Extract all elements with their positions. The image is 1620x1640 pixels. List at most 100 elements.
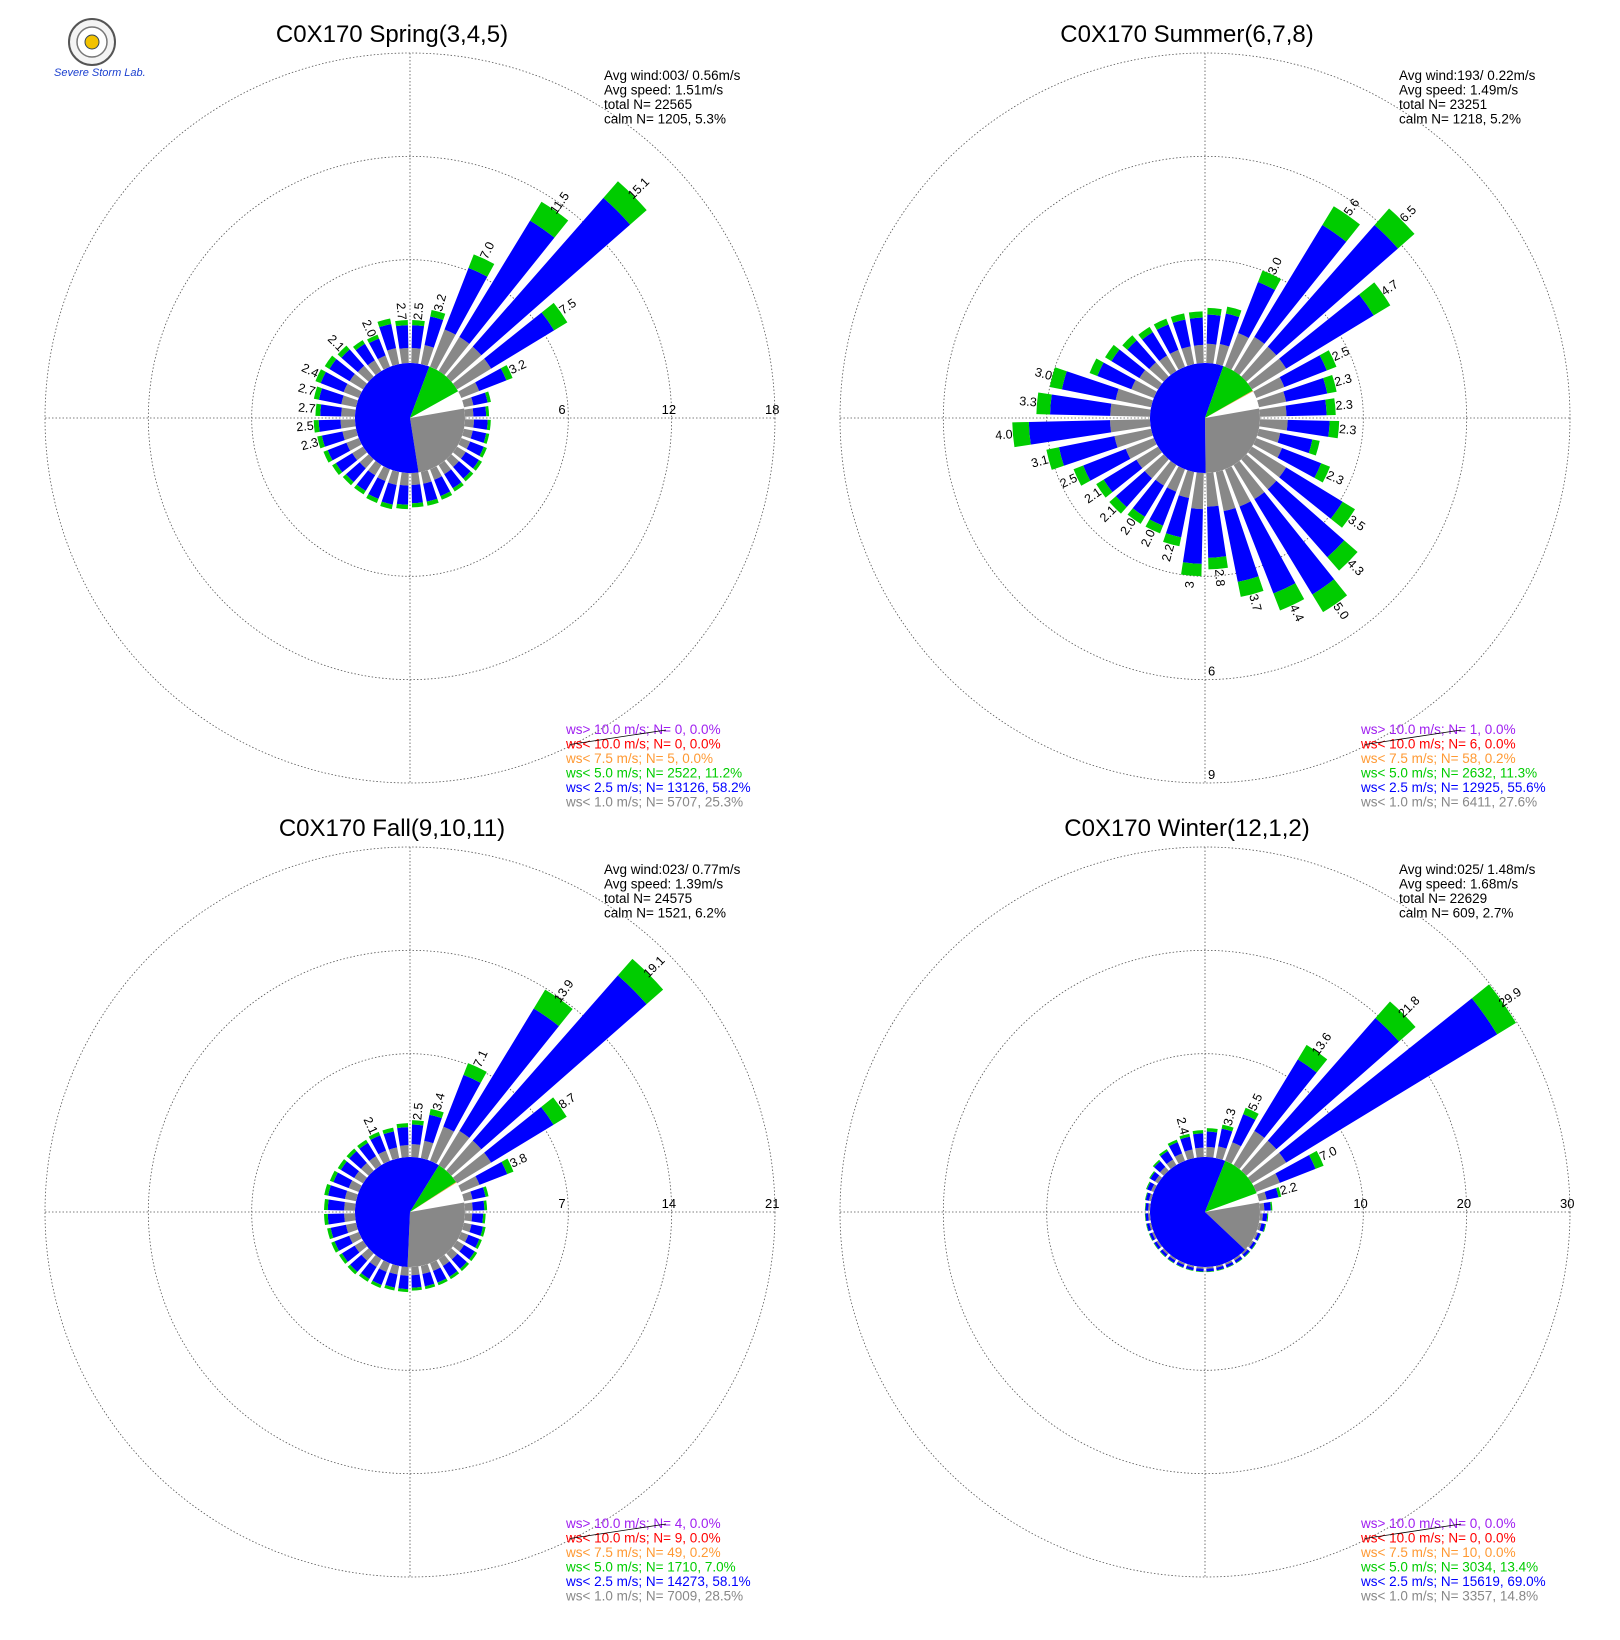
- sector-segment: [446, 346, 482, 382]
- sector-segment: [1266, 1213, 1269, 1222]
- sector-bar: [429, 1260, 448, 1286]
- logo-text: Severe Storm Lab.: [54, 67, 146, 79]
- sector-segment: [430, 310, 446, 320]
- sector-segment: [466, 441, 484, 457]
- sector-segment: [1151, 1184, 1157, 1193]
- sector-segment: [1162, 1248, 1169, 1255]
- sector-bar: [327, 1222, 358, 1240]
- sector-label: 5.5: [1245, 1091, 1265, 1113]
- sector-segment: [1049, 367, 1067, 390]
- sector-segment: [472, 406, 487, 417]
- sector-segment: [1253, 377, 1285, 399]
- sector-segment: [1146, 1223, 1152, 1232]
- sector-segment: [434, 476, 451, 497]
- sector-bar: [1159, 1248, 1169, 1258]
- sector-segment: [1191, 472, 1204, 510]
- pie-slice: [1205, 390, 1254, 418]
- sector-segment: [320, 371, 348, 393]
- sector-segment: [1159, 355, 1177, 376]
- sector-segment: [395, 325, 409, 349]
- sector-label: 2.7: [298, 401, 317, 416]
- sector-segment: [411, 1266, 420, 1276]
- sector-bar: [1105, 344, 1163, 390]
- sector-bar: [397, 1266, 409, 1293]
- sector-bar: [332, 446, 368, 476]
- sector-segment: [452, 1152, 492, 1184]
- sector-segment: [1263, 1202, 1271, 1211]
- sector-label: 2.5: [1058, 471, 1080, 491]
- logo-seal-center: [84, 34, 100, 50]
- sector-segment: [1206, 1128, 1218, 1133]
- sector-bar: [464, 1200, 488, 1211]
- sector-segment: [411, 1274, 422, 1288]
- sector-bar: [1224, 1260, 1234, 1269]
- sector-segment: [1149, 362, 1169, 382]
- sector-segment: [475, 1239, 482, 1250]
- sector-bar: [396, 472, 409, 510]
- sector-label: 3.7: [1246, 593, 1264, 613]
- sector-segment: [1050, 394, 1112, 416]
- sector-segment: [379, 323, 397, 351]
- sector-segment: [1241, 346, 1277, 382]
- sector-segment: [323, 450, 333, 463]
- sector-bar: [1241, 1001, 1416, 1176]
- ring-label: 21: [765, 1196, 779, 1211]
- sector-segment: [1195, 1270, 1204, 1273]
- sector-segment: [320, 404, 342, 417]
- sector-bar: [380, 470, 400, 510]
- sector-label: 2.7: [297, 381, 317, 399]
- sector-bar: [1089, 358, 1157, 399]
- sector-label: 2.1: [360, 1115, 380, 1137]
- sector-segment: [398, 1275, 409, 1290]
- sector-segment: [1279, 467, 1343, 519]
- sector-segment: [1156, 1240, 1163, 1248]
- sector-segment: [349, 1151, 367, 1169]
- sector-bar: [377, 318, 400, 366]
- sector-segment: [463, 471, 474, 482]
- sector-segment: [1221, 1124, 1234, 1132]
- legend-entry: ws< 7.5 m/s; N= 58, 0.2%: [1360, 751, 1516, 766]
- sector-segment: [380, 501, 393, 510]
- sector-segment: [1109, 496, 1127, 514]
- sector-segment: [344, 1190, 358, 1202]
- sector-segment: [1314, 463, 1331, 483]
- sector-segment: [1223, 507, 1259, 582]
- sector-segment: [443, 1074, 481, 1132]
- sector-segment: [458, 382, 480, 399]
- pie-slice: [1205, 408, 1260, 473]
- sector-segment: [1254, 1059, 1317, 1138]
- chart-title: C0X170 Winter(12,1,2): [1064, 815, 1309, 842]
- sector-segment: [1192, 1130, 1204, 1135]
- sector-bar: [337, 1159, 368, 1184]
- sector-segment: [328, 1185, 348, 1199]
- sector-segment: [1224, 1142, 1241, 1164]
- sector-segment: [377, 318, 392, 328]
- sector-label: 2.3: [1333, 371, 1353, 389]
- sector-segment: [1232, 1114, 1256, 1147]
- sector-segment: [346, 437, 362, 451]
- sector-segment: [1259, 1223, 1266, 1232]
- sector-bar: [411, 319, 425, 364]
- sector-bar: [1253, 437, 1331, 483]
- calm-pie: [354, 1157, 465, 1267]
- sector-segment: [1127, 340, 1156, 369]
- sector-segment: [1259, 419, 1288, 431]
- sector-segment: [345, 462, 366, 483]
- sector-label: 29.9: [1496, 985, 1524, 1010]
- sector-segment: [1224, 333, 1249, 370]
- sector-bar: [1206, 307, 1222, 364]
- sector-segment: [479, 446, 487, 458]
- sector-segment: [1235, 1258, 1243, 1264]
- sector-segment: [1185, 1268, 1194, 1272]
- sector-label: 2.8: [1212, 569, 1227, 588]
- sector-segment: [354, 484, 366, 495]
- sector-segment: [1258, 270, 1282, 290]
- sector-bar: [324, 1183, 358, 1202]
- sector-segment: [420, 1264, 431, 1275]
- legend-entry: ws< 1.0 m/s; N= 6411, 27.6%: [1360, 795, 1537, 810]
- sector-bar: [1176, 1260, 1186, 1269]
- sector-segment: [1247, 446, 1287, 478]
- sector-segment: [1226, 1264, 1234, 1269]
- sector-segment: [449, 1271, 460, 1280]
- pie-slice: [354, 1157, 439, 1267]
